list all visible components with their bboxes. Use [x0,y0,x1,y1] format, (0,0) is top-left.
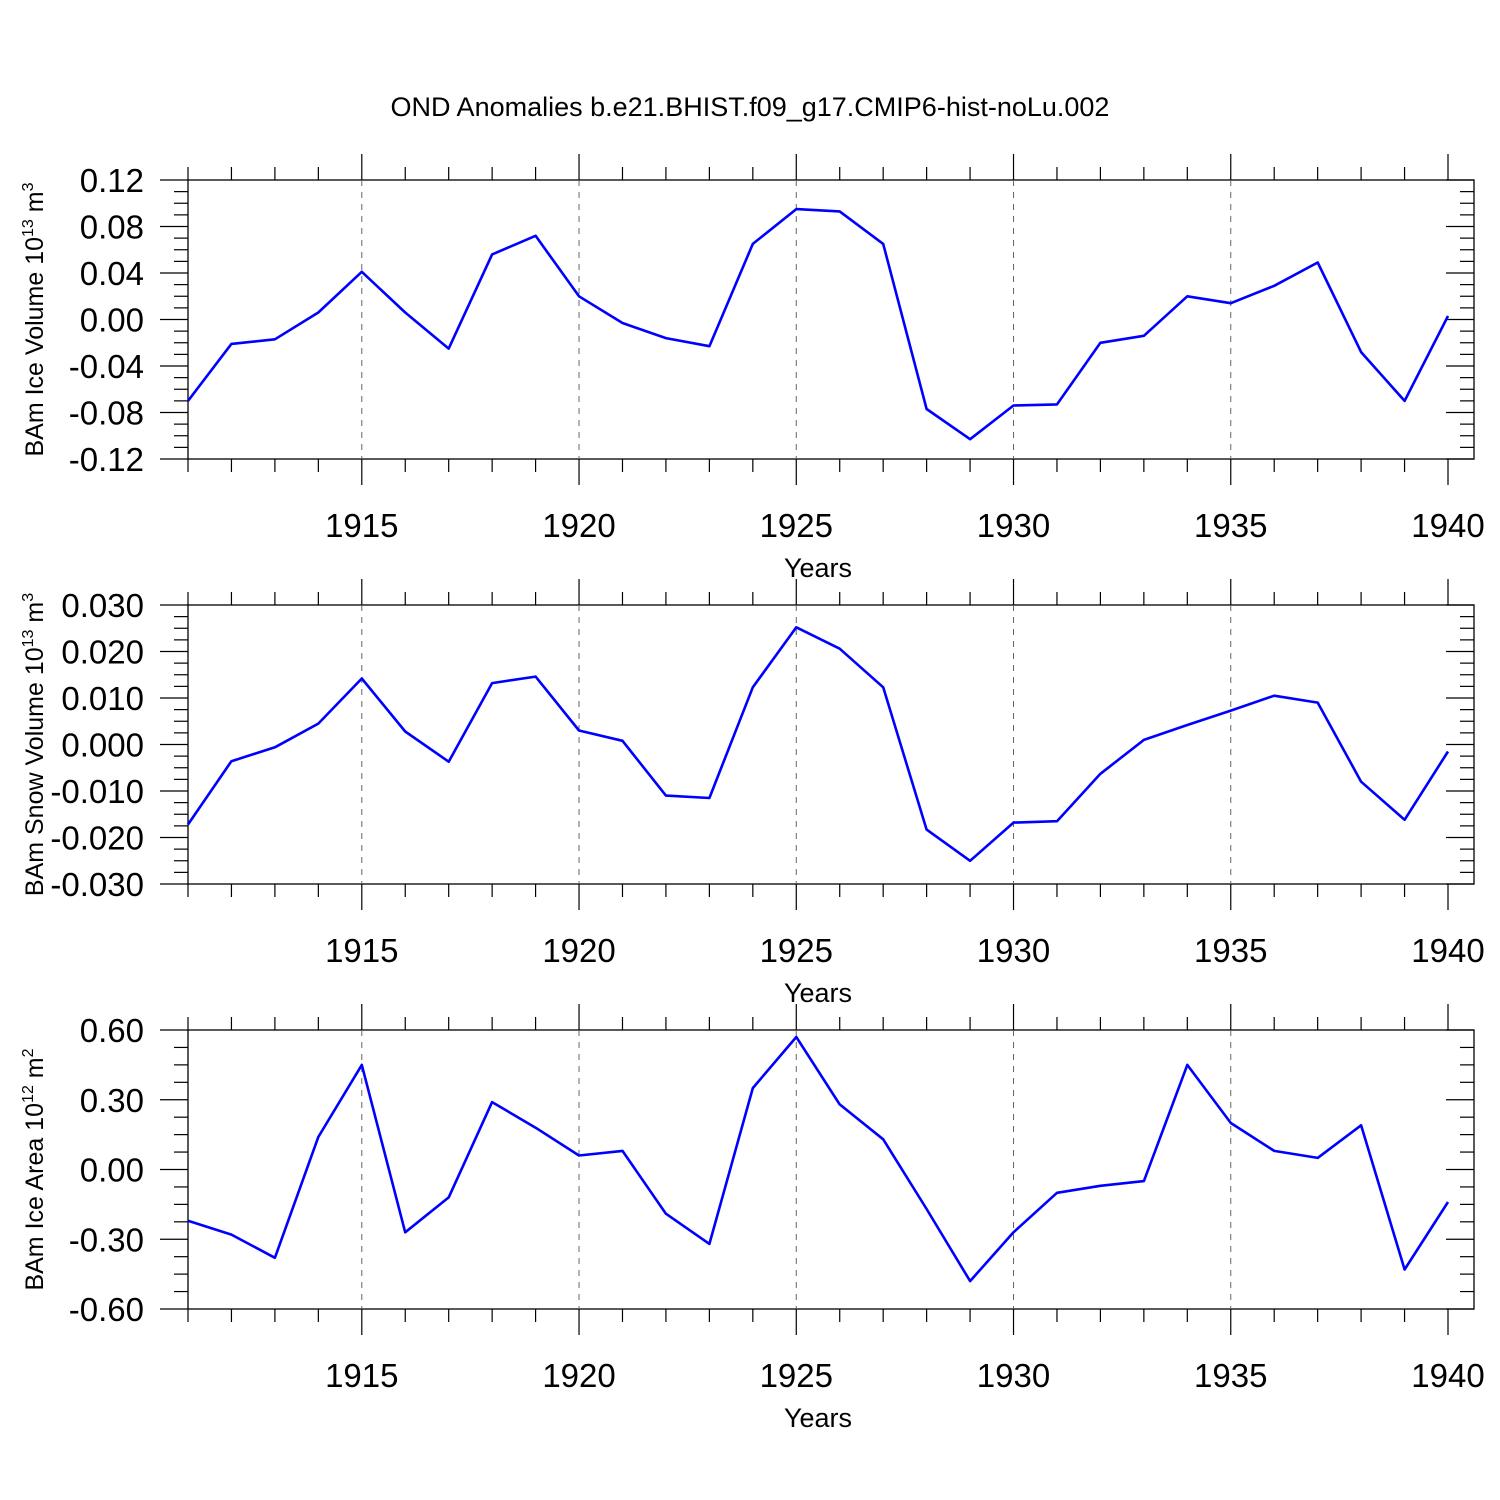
ice-area-x-tick-label: 1940 [1411,1357,1484,1394]
ice-volume-x-tick-label: 1930 [977,507,1050,544]
snow-volume-y-axis-label-sup1: 13 [20,629,37,647]
ice-area-y-axis-label-sup2: 2 [20,1048,37,1057]
ice-volume-y-tick-label: 0.12 [80,162,144,199]
ice-volume-series-line [186,207,1450,441]
snow-volume-x-axis-label: Years [784,978,852,1008]
snow-volume-y-tick-label: -0.030 [50,866,144,903]
ice-volume-x-tick-label: 1915 [325,507,398,544]
ice-area-y-axis-label: BAm Ice Area 1012 m2 [20,1048,49,1290]
ice-area-plot-frame [187,1029,1475,1310]
ice-volume-x-axis-label: Years [784,553,852,583]
ice-area-series-line [187,1035,1450,1283]
ice-volume-y-axis-label-text: BAm Ice Volume 10 [21,237,49,457]
ice-area-x-tick-label: 1915 [325,1357,398,1394]
snow-volume-plot-frame [187,604,1475,885]
snow-volume-y-tick-label: 0.000 [61,727,144,764]
snow-volume-x-tick-label: 1930 [977,932,1050,969]
ice-area-y-axis-label-text: BAm Ice Area 10 [21,1103,49,1291]
ice-volume-y-tick-label: 0.04 [80,255,144,292]
ice-area-x-tick-label: 1920 [542,1357,615,1394]
ice-area-x-tick-label: 1935 [1194,1357,1267,1394]
panel-ice-volume: 1915 1920 1925 1930 1935 1940 0.12 0.08 0.04 0.00… [20,154,1485,583]
panel-ice-area: 1915 1920 1925 1930 1935 1940 0.60 0.30 0.00 -0.3… [20,1004,1485,1433]
ice-volume-y-tick-label: -0.12 [69,441,144,478]
ice-volume-y-axis-label: BAm Ice Volume 1013 m3 [20,182,49,456]
ice-area-y-tick-label: 0.30 [80,1082,144,1119]
ice-volume-plot-frame [187,179,1475,460]
ice-volume-y-tick-label: 0.08 [80,209,144,246]
snow-volume-y-tick-label: -0.010 [50,773,144,810]
ice-area-y-tick-label: 0.00 [80,1152,144,1189]
snow-volume-y-axis-label: BAm Snow Volume 1013 m3 [20,593,49,896]
ice-area-x-axis-label: Years [784,1403,852,1433]
snow-volume-y-tick-label: -0.020 [50,820,144,857]
ice-volume-x-tick-label: 1940 [1411,507,1484,544]
snow-volume-x-tick-label: 1915 [325,932,398,969]
ice-volume-y-axis-label-sup2: 3 [20,182,37,191]
ice-area-x-tick-label: 1930 [977,1357,1050,1394]
snow-volume-y-tick-label: 0.010 [61,680,144,717]
ice-volume-y-tick-label: -0.04 [69,348,144,385]
ice-area-y-tick-label: 0.60 [80,1012,144,1049]
snow-volume-series-line [186,625,1450,863]
snow-volume-y-axis-label-mid: m [21,602,49,630]
ice-area-y-tick-label: -0.30 [69,1221,144,1258]
snow-volume-y-axis-label-sup2: 3 [20,593,37,602]
ice-volume-y-axis-label-sup1: 13 [20,219,37,237]
ice-volume-y-tick-label: -0.08 [69,395,144,432]
snow-volume-y-tick-label: 0.020 [61,634,144,671]
ice-area-y-axis-label-mid: m [21,1057,49,1085]
snow-volume-y-axis-label-text: BAm Snow Volume 10 [21,647,49,896]
snow-volume-x-tick-label: 1920 [542,932,615,969]
ice-volume-y-axis-label-mid: m [21,191,49,219]
ice-volume-x-tick-label: 1935 [1194,507,1267,544]
ice-volume-x-tick-label: 1925 [760,507,833,544]
ice-volume-x-tick-label: 1920 [542,507,615,544]
snow-volume-x-tick-label: 1935 [1194,932,1267,969]
ice-area-y-axis-label-sup1: 12 [20,1085,37,1103]
ice-area-x-tick-label: 1925 [760,1357,833,1394]
snow-volume-x-tick-label: 1940 [1411,932,1484,969]
chart-title: OND Anomalies b.e21.BHIST.f09_g17.CMIP6-… [391,92,1110,122]
panel-snow-volume: 1915 1920 1925 1930 1935 1940 0.030 0.020 0.010 0… [20,579,1485,1008]
snow-volume-y-tick-label: 0.030 [61,587,144,624]
ice-area-y-tick-label: -0.60 [69,1291,144,1328]
snow-volume-x-tick-label: 1925 [760,932,833,969]
ice-volume-y-tick-label: 0.00 [80,302,144,339]
